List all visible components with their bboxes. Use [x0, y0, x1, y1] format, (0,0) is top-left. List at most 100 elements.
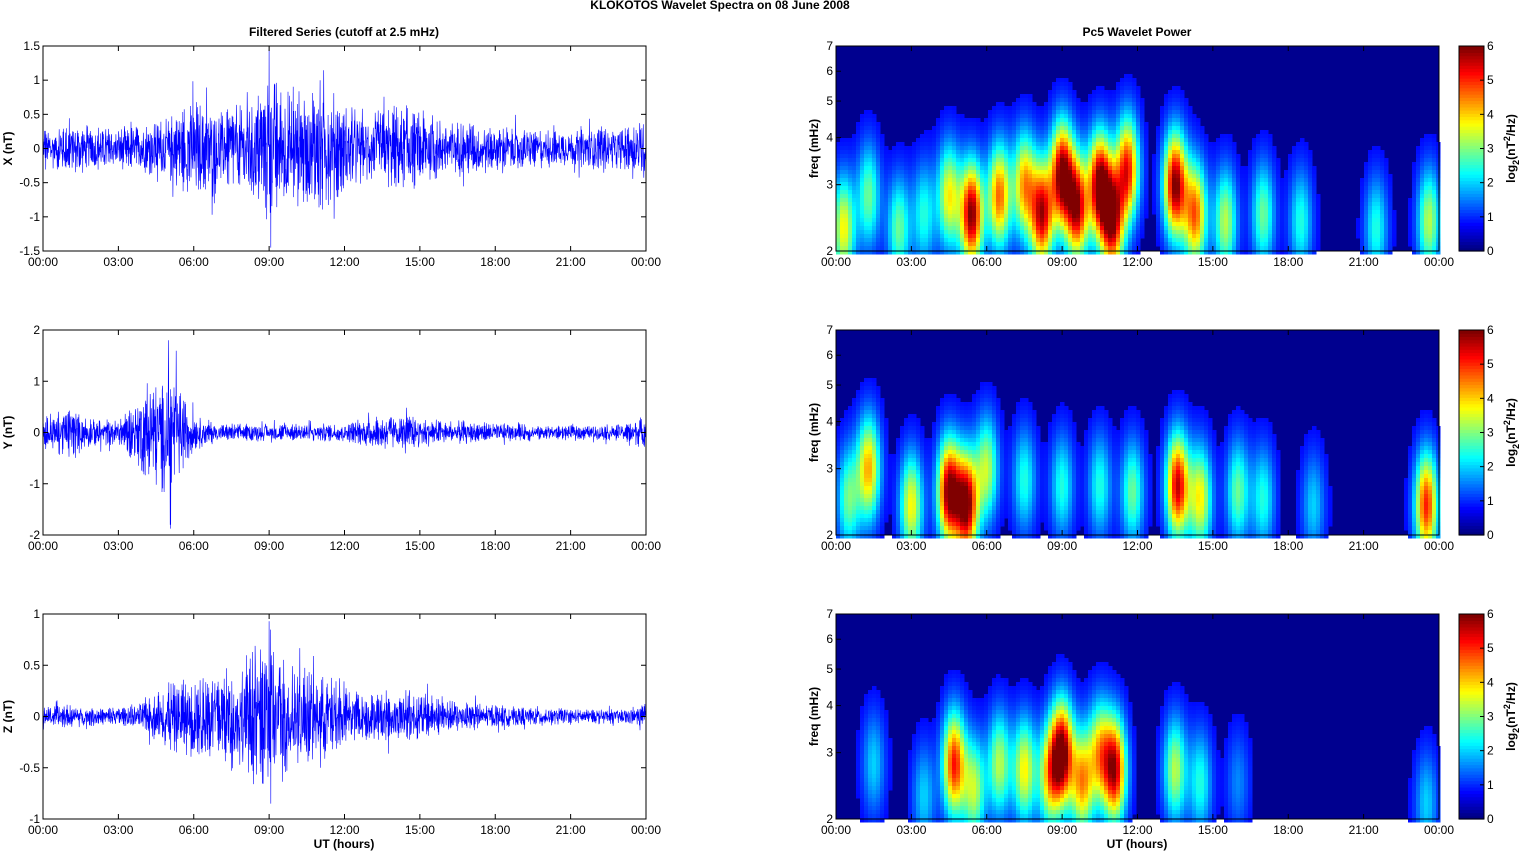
- wavelet-1-power-cell: [1196, 130, 1201, 135]
- wavelet-2-power-cell: [972, 410, 977, 415]
- wavelet-1-power-cell: [1168, 226, 1173, 231]
- wavelet-1-power-cell: [1384, 238, 1389, 243]
- wavelet-1-power-cell: [920, 170, 925, 175]
- wavelet-2-power-cell: [1192, 410, 1197, 415]
- wavelet-1-power-cell: [952, 106, 957, 111]
- wavelet-1-power-cell: [1016, 114, 1021, 119]
- wavelet-1-power-cell: [856, 162, 861, 167]
- wavelet-1-power-cell: [1008, 198, 1013, 203]
- wavelet-1-power-cell: [1064, 114, 1069, 119]
- wavelet-1-power-cell: [1096, 150, 1101, 155]
- wavelet-1-power-cell: [924, 210, 929, 215]
- wavelet-1-power-cell: [1004, 158, 1009, 163]
- wavelet-1-power-cell: [1004, 134, 1009, 139]
- wavelet-1-power-cell: [1368, 162, 1373, 167]
- wavelet-1-power-cell: [1032, 246, 1037, 251]
- wavelet-2-power-cell: [1192, 406, 1197, 411]
- wavelet-1-power-cell: [924, 150, 929, 155]
- wavelet-1-power-cell: [1224, 242, 1229, 247]
- wavelet-1-power-cell: [1036, 122, 1041, 127]
- wavelet-1-power-cell: [1280, 214, 1285, 219]
- wavelet-1-power-cell: [888, 214, 893, 219]
- wavelet-1-power-cell: [1040, 170, 1045, 175]
- wavelet-1-power-cell: [1216, 174, 1221, 179]
- wavelet-1-power-cell: [1228, 134, 1233, 139]
- wavelet-1-power-cell: [984, 162, 989, 167]
- wavelet-1-power-cell: [912, 214, 917, 219]
- wavelet-1-power-cell: [1176, 166, 1181, 171]
- wavelet-1-power-cell: [852, 158, 857, 163]
- wavelet-1-power-cell: [1184, 166, 1189, 171]
- wavelet-1-power-cell: [936, 142, 941, 147]
- wavelet-1-power-cell: [1024, 198, 1029, 203]
- wavelet-1-power-cell: [1256, 250, 1261, 255]
- wavelet-1-power-cell: [1040, 198, 1045, 203]
- wavelet-1-power-cell: [1288, 198, 1293, 203]
- wavelet-1-power-cell: [924, 234, 929, 239]
- wavelet-1-power-cell: [1096, 158, 1101, 163]
- wavelet-1-power-cell: [1312, 238, 1317, 243]
- wavelet-1-power-cell: [1136, 246, 1141, 251]
- wavelet-1-power-cell: [1128, 166, 1133, 171]
- wavelet-1-power-cell: [1052, 94, 1057, 99]
- wavelet-1-power-cell: [1228, 186, 1233, 191]
- wavelet-1-power-cell: [1200, 194, 1205, 199]
- wavelet-1-power-cell: [1248, 250, 1253, 255]
- wavelet-1-power-cell: [976, 166, 981, 171]
- wavelet-1-power-cell: [1072, 162, 1077, 167]
- wavelet-2-power-cell: [1176, 406, 1181, 411]
- wavelet-1-power-cell: [980, 250, 985, 255]
- wavelet-1-power-cell: [1436, 202, 1441, 207]
- wavelet-1-power-cell: [1108, 234, 1113, 239]
- wavelet-1-power-cell: [1020, 146, 1025, 151]
- wavelet-1-power-cell: [1056, 98, 1061, 103]
- wavelet-1-power-cell: [1292, 178, 1297, 183]
- wavelet-1-power-cell: [1096, 102, 1101, 107]
- wavelet-1-power-cell: [1212, 186, 1217, 191]
- wavelet-1-power-cell: [1408, 222, 1413, 227]
- wavelet-2-power-cell: [1028, 410, 1033, 415]
- wavelet-1-power-cell: [844, 138, 849, 143]
- wavelet-1-power-cell: [1084, 238, 1089, 243]
- wavelet-1-power-cell: [1428, 134, 1433, 139]
- wavelet-1-power-cell: [1376, 226, 1381, 231]
- wavelet-2-power-cell: [880, 410, 885, 415]
- wavelet-2-power-cell: [1200, 410, 1205, 415]
- wavelet-1-power-cell: [864, 146, 869, 151]
- wavelet-1-power-cell: [1432, 194, 1437, 199]
- wavelet-1-power-cell: [1420, 238, 1425, 243]
- wavelet-1-power-cell: [932, 134, 937, 139]
- wavelet-1-power-cell: [1412, 162, 1417, 167]
- wavelet-1-power-cell: [1068, 146, 1073, 151]
- wavelet-1-colorbar-tick-label: 1: [1487, 210, 1494, 224]
- wavelet-1-power-cell: [1424, 202, 1429, 207]
- wavelet-1-power-cell: [1380, 202, 1385, 207]
- wavelet-1-power-cell: [1064, 134, 1069, 139]
- wavelet-1-power-cell: [1308, 166, 1313, 171]
- wavelet-2-power-cell: [940, 406, 945, 411]
- wavelet-1-power-cell: [1144, 138, 1149, 143]
- wavelet-1-power-cell: [844, 142, 849, 147]
- wavelet-1-power-cell: [1200, 242, 1205, 247]
- wavelet-1-power-cell: [1192, 238, 1197, 243]
- wavelet-1-power-cell: [1132, 190, 1137, 195]
- wavelet-1-power-cell: [1432, 142, 1437, 147]
- wavelet-1-power-cell: [1300, 210, 1305, 215]
- wavelet-1-colorbar-step: [1459, 193, 1484, 198]
- wavelet-1-power-cell: [1384, 170, 1389, 175]
- wavelet-1-power-cell: [1088, 190, 1093, 195]
- wavelet-1-power-cell: [1432, 198, 1437, 203]
- wavelet-2-power-cell: [848, 410, 853, 415]
- wavelet-1-power-cell: [1016, 158, 1021, 163]
- wavelet-1-power-cell: [1092, 214, 1097, 219]
- wavelet-1-power-cell: [1112, 246, 1117, 251]
- wavelet-1-power-cell: [1084, 222, 1089, 227]
- wavelet-1-power-cell: [964, 198, 969, 203]
- wavelet-1-power-cell: [1388, 230, 1393, 235]
- wavelet-1-power-cell: [1420, 178, 1425, 183]
- wavelet-1-power-cell: [860, 138, 865, 143]
- wavelet-1-power-cell: [1212, 214, 1217, 219]
- wavelet-1-power-cell: [1268, 250, 1273, 255]
- wavelet-1-power-cell: [1256, 134, 1261, 139]
- wavelet-1-power-cell: [976, 210, 981, 215]
